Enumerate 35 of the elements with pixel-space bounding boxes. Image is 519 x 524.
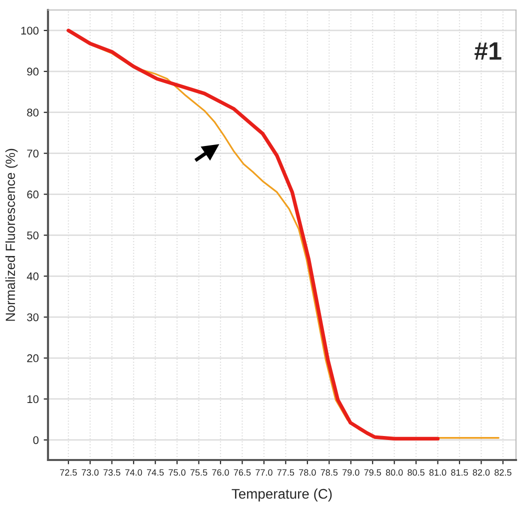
x-tick-label: 75.5 — [190, 469, 208, 476]
y-tick-label: 70 — [27, 150, 39, 158]
x-tick-label: 74.0 — [125, 469, 142, 476]
x-tick-label: 81.0 — [429, 469, 446, 476]
y-tick-label: 40 — [26, 272, 39, 280]
x-tick-label: 75.0 — [168, 469, 186, 476]
x-tick-label: 79.0 — [342, 469, 360, 476]
x-axis-title: Temperature (C) — [232, 488, 332, 502]
x-tick-label: 74.5 — [147, 469, 164, 476]
y-tick-label: 80 — [27, 108, 39, 116]
x-tick-label: 80.5 — [408, 469, 424, 476]
x-tick-label: 72.5 — [60, 469, 77, 476]
x-tick-label: 76.0 — [212, 469, 229, 476]
y-axis-title: Normalized Fluorescence (%) — [5, 148, 18, 321]
y-tick-label: 10 — [27, 395, 39, 404]
y-tick-label: 50 — [27, 231, 39, 240]
x-tick-label: 82.5 — [494, 469, 512, 476]
y-tick-label: 90 — [27, 68, 39, 76]
annotation: #1 — [474, 42, 502, 60]
y-tick-label: 20 — [27, 354, 39, 362]
x-tick-label: 73.5 — [104, 469, 120, 476]
x-tick-label: 77.5 — [277, 469, 294, 476]
y-tick-label: 0 — [33, 436, 39, 444]
x-tick-label: 73.0 — [82, 469, 99, 476]
x-tick-label: 82.0 — [472, 469, 490, 476]
y-tick-label: 100 — [21, 26, 39, 35]
x-tick-label: 79.5 — [364, 469, 382, 476]
x-tick-label: 77.0 — [256, 469, 272, 476]
x-tick-label: 78.0 — [299, 469, 316, 476]
y-tick-label: 60 — [27, 190, 39, 198]
y-tick-label: 30 — [27, 313, 39, 322]
x-tick-label: 80.0 — [386, 469, 403, 476]
x-tick-label: 76.5 — [234, 469, 251, 476]
x-tick-label: 78.5 — [320, 469, 338, 476]
x-tick-label: 81.5 — [451, 469, 468, 476]
